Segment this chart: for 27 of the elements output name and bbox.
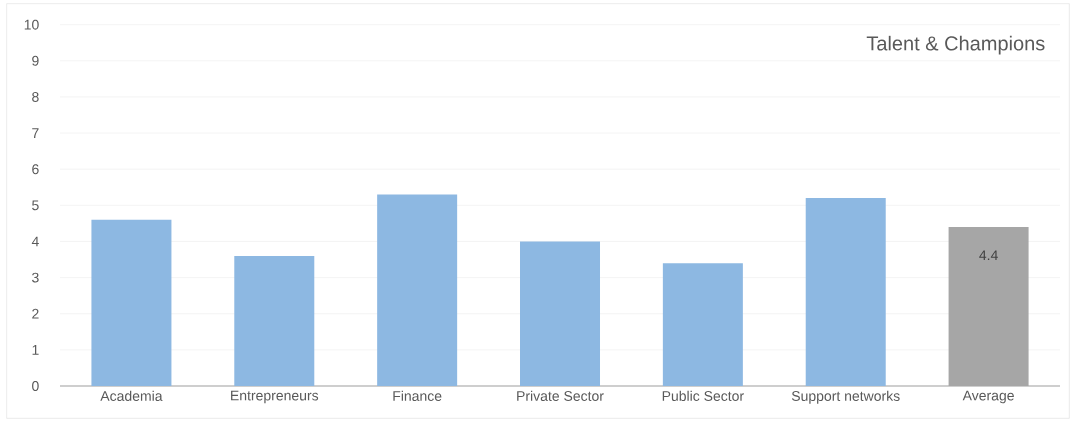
y-tick-label: 6 (32, 164, 39, 175)
x-tick-label: Finance (393, 390, 442, 401)
bar (662, 263, 743, 386)
x-tick-label: Private Sector (517, 390, 604, 401)
y-tick-label: 8 (32, 91, 39, 102)
bar (91, 219, 172, 386)
y-tick-label: 7 (32, 128, 39, 138)
y-tick-label: 10 (24, 19, 39, 30)
bar (234, 255, 315, 386)
y-tick-label: 0 (32, 381, 39, 391)
y-tick-label: 4 (31, 236, 39, 247)
x-tick-label: Entrepreneurs (231, 390, 319, 404)
bar (948, 227, 1029, 386)
y-tick-label: 2 (32, 308, 39, 319)
y-tick-label: 1 (32, 345, 39, 355)
x-tick-label: Average (962, 390, 1014, 404)
y-tick-label: 3 (32, 272, 39, 283)
bar (805, 198, 886, 386)
x-tick-label: Support networks (791, 390, 900, 404)
bar (377, 194, 458, 386)
y-tick-label: 5 (32, 200, 39, 211)
text: Talent & Champions (866, 35, 1045, 55)
bar (520, 241, 601, 386)
x-tick-label: Public Sector (662, 390, 744, 401)
data-label: 4.4 (979, 250, 998, 261)
x-tick-label: Academia (100, 390, 163, 401)
y-tick-label: 9 (32, 55, 39, 66)
